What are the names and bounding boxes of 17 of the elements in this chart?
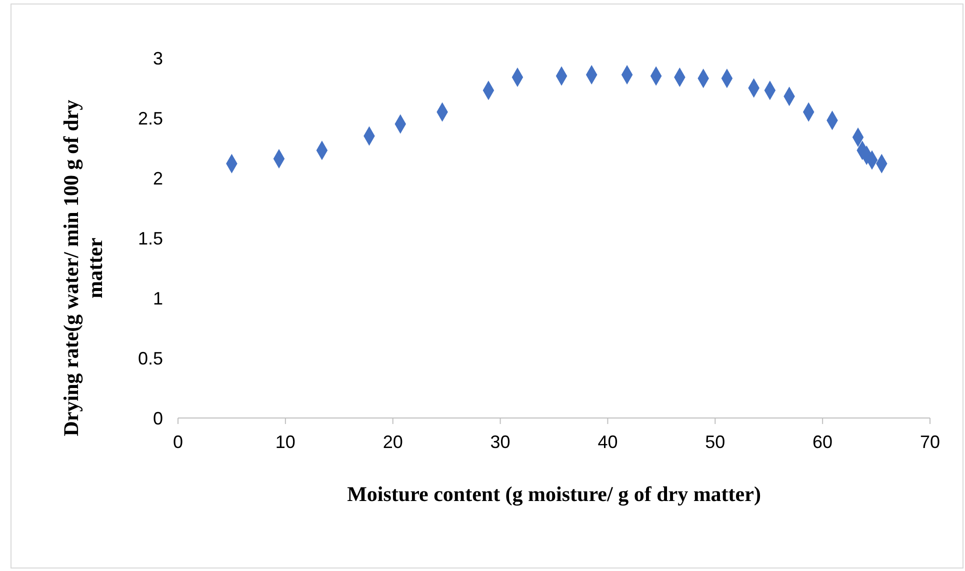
y-tick-label: 1.5 [138, 228, 163, 248]
y-axis-title: Drying rate(g water/ min 100 g of dry matter [59, 99, 107, 436]
x-tick-label: 30 [490, 432, 510, 452]
x-tick-label: 50 [705, 432, 726, 452]
x-tick-label: 40 [598, 432, 618, 452]
x-tick-label: 10 [275, 432, 296, 452]
x-tick-label: 20 [382, 432, 403, 452]
x-axis-title: Moisture content (g moisture/ g of dry matter) [347, 482, 761, 506]
y-tick-label: 1 [152, 288, 163, 308]
x-tick-label: 0 [172, 432, 184, 452]
y-tick-label: 2.5 [138, 108, 163, 128]
y-tick-label: 0.5 [138, 348, 163, 368]
x-tick-label: 60 [812, 432, 833, 452]
y-tick-label: 0 [152, 408, 163, 428]
y-tick-label: 3 [152, 48, 163, 68]
x-tick-label: 70 [920, 432, 940, 452]
y-tick-label: 2 [152, 168, 163, 188]
